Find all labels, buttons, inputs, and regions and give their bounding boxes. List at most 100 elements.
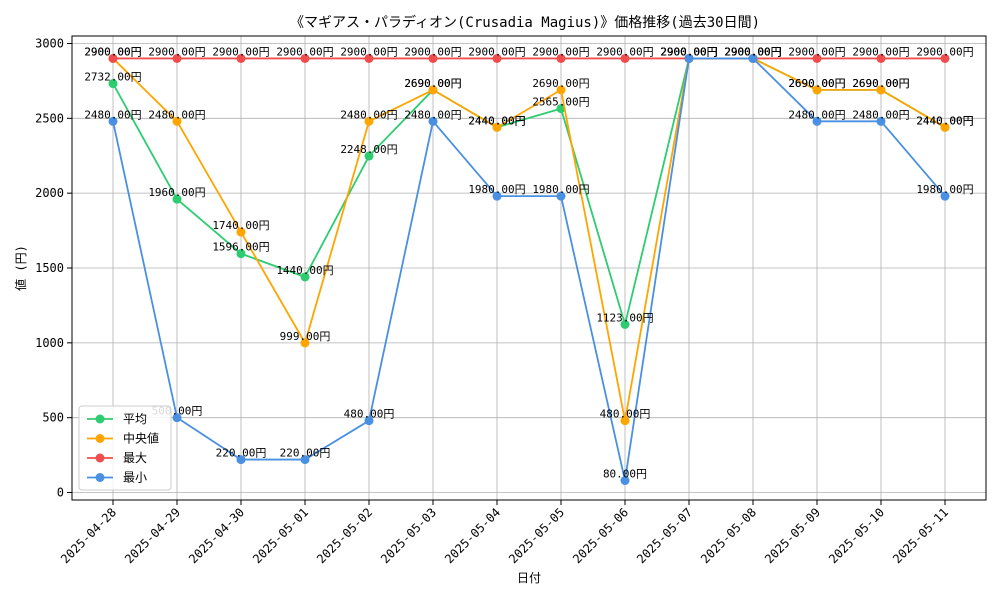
data-point: [684, 53, 694, 63]
data-label: 2900.00円: [724, 45, 781, 58]
data-label: 1440.00円: [276, 264, 333, 277]
legend-label: 最小: [123, 471, 147, 485]
series-layer: [108, 53, 950, 486]
data-label: 2690.00円: [852, 77, 909, 90]
x-tick-label: 2025-05-05: [506, 505, 567, 566]
data-label: 220.00円: [216, 447, 267, 460]
data-label: 480.00円: [600, 408, 651, 421]
data-label: 2900.00円: [724, 45, 781, 58]
data-label: 2900.00円: [660, 45, 717, 58]
data-label: 2900.00円: [660, 45, 717, 58]
data-label: 2900.00円: [404, 45, 461, 58]
data-point: [364, 151, 374, 161]
y-axis: 0 500 1000 1500 2000 2500 3000: [35, 36, 72, 500]
data-label: 2900.00円: [84, 45, 141, 58]
data-point: [876, 85, 886, 95]
x-axis: 2025-04-28 2025-04-29 2025-04-30 2025-05-01…: [58, 500, 951, 566]
x-tick-label: 2025-05-09: [762, 505, 823, 566]
data-label: 2900.00円: [916, 45, 973, 58]
data-point: [364, 53, 374, 63]
legend-swatch-marker: [95, 473, 105, 482]
data-point: [172, 194, 182, 204]
data-label: 2732.00円: [84, 71, 141, 84]
data-point: [108, 116, 118, 126]
data-label: 2480.00円: [84, 108, 141, 121]
data-point: [876, 53, 886, 63]
data-point: [492, 122, 502, 132]
data-point: [620, 416, 630, 426]
data-label: 2900.00円: [276, 45, 333, 58]
data-point: [492, 53, 502, 63]
data-label: 1123.00円: [596, 311, 653, 324]
data-labels: 2732.00円 1960.00円 1596.00円 1440.00円 2248.00円…: [84, 45, 973, 480]
data-point: [300, 338, 310, 348]
y-tick-label: 2500: [35, 111, 64, 125]
data-point: [876, 116, 886, 126]
data-label: 2690.00円: [404, 77, 461, 90]
y-tick-label: 500: [42, 411, 64, 425]
series-line: [112, 57, 946, 422]
data-point: [812, 85, 822, 95]
data-label: 1740.00円: [212, 219, 269, 232]
data-label: 2440.00円: [916, 114, 973, 127]
data-label: 999.00円: [280, 330, 331, 343]
legend-swatch-marker: [95, 414, 105, 424]
data-label: 1596.00円: [212, 241, 269, 254]
data-label: 2900.00円: [596, 45, 653, 58]
x-tick-label: 2025-04-28: [58, 505, 119, 566]
data-label: 2900.00円: [724, 45, 781, 58]
x-tick-label: 2025-05-06: [570, 505, 631, 566]
data-point: [172, 53, 182, 63]
y-axis-title: 値 (円): [13, 245, 28, 291]
legend-swatch-marker: [95, 453, 105, 463]
x-tick-label: 2025-05-03: [378, 505, 439, 566]
data-point: [620, 53, 630, 63]
data-label: 2480.00円: [404, 108, 461, 121]
data-point: [300, 53, 310, 63]
data-label: 2248.00円: [340, 143, 397, 156]
legend-label: 中央値: [123, 431, 159, 446]
data-point: [300, 455, 310, 465]
data-point: [556, 85, 566, 95]
data-label: 1980.00円: [468, 183, 525, 196]
x-tick-label: 2025-04-30: [186, 505, 247, 566]
data-label: 1960.00円: [148, 186, 205, 199]
y-tick-label: 2000: [35, 186, 64, 200]
data-label: 2690.00円: [404, 77, 461, 90]
data-point: [556, 104, 566, 114]
legend-label: 最大: [123, 451, 147, 465]
data-point: [940, 122, 950, 132]
data-point: [172, 413, 182, 423]
data-label: 2480.00円: [788, 108, 845, 121]
legend-label: 平均: [123, 412, 147, 426]
data-point: [172, 116, 182, 126]
data-point: [940, 191, 950, 201]
x-tick-label: 2025-05-08: [698, 505, 759, 566]
data-point: [108, 79, 118, 89]
x-tick-label: 2025-05-04: [442, 505, 503, 566]
data-point: [364, 116, 374, 126]
y-tick-label: 1500: [35, 261, 64, 275]
data-point: [428, 85, 438, 95]
data-label: 2900.00円: [212, 45, 269, 58]
data-label: 2690.00円: [532, 77, 589, 90]
data-label: 480.00円: [344, 408, 395, 421]
data-point: [108, 53, 118, 63]
x-tick-label: 2025-04-29: [122, 505, 183, 566]
data-label: 1980.00円: [532, 183, 589, 196]
series-line: [112, 57, 946, 482]
grid: [72, 36, 986, 500]
data-label: 2440.00円: [468, 114, 525, 127]
data-label: 2480.00円: [852, 108, 909, 121]
data-label: 2900.00円: [340, 45, 397, 58]
data-point: [556, 191, 566, 201]
x-tick-label: 2025-05-11: [890, 505, 951, 566]
data-label: 2480.00円: [340, 108, 397, 121]
data-label: 2900.00円: [468, 45, 525, 58]
data-label: 80.00円: [603, 468, 647, 481]
data-point: [428, 116, 438, 126]
data-point: [300, 272, 310, 282]
x-tick-label: 2025-05-01: [250, 505, 311, 566]
